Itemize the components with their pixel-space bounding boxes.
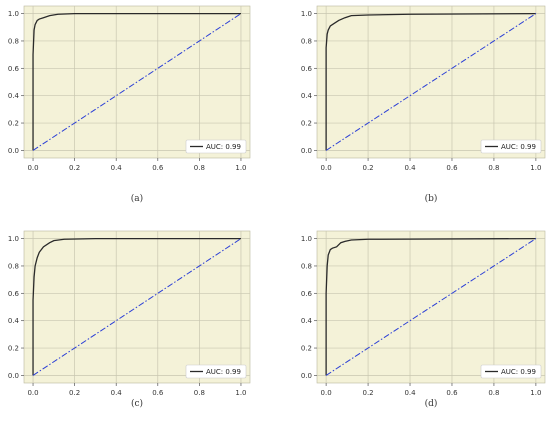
subplot-caption: (c)	[131, 398, 143, 409]
x-tick-label: 1.0	[235, 164, 246, 172]
roc-subplot: 0.0 0.2 0.4 0.6 0.8 1.0 0.0 0.2 0.4 0.6 0.8 1.0 AUC:…	[301, 230, 546, 409]
y-tick-label: 0.2	[8, 345, 19, 353]
x-tick-label: 0.8	[488, 389, 499, 397]
x-tick-label: 0.0	[321, 389, 332, 397]
x-tick-label: 0.6	[446, 164, 458, 172]
legend-box	[185, 139, 247, 154]
subplot-caption: (b)	[425, 193, 438, 204]
legend-label: AUC: 0.99	[206, 368, 241, 376]
roc-curve-line	[32, 237, 241, 376]
x-tick-label: 0.4	[404, 389, 416, 397]
x-tick-label: 0.6	[152, 164, 164, 172]
y-tick-label: 0.2	[301, 120, 312, 128]
legend-box	[185, 364, 247, 379]
y-tick-label: 0.2	[8, 120, 19, 128]
y-tick-label: 1.0	[301, 235, 312, 243]
chance-diagonal-line	[32, 238, 242, 376]
x-tick-label: 0.8	[194, 389, 205, 397]
y-tick-label: 0.4	[301, 317, 313, 325]
x-tick-label: 0.0	[27, 164, 38, 172]
x-tick-label: 0.2	[363, 164, 374, 172]
y-tick-label: 0.8	[301, 262, 312, 270]
x-tick-label: 0.2	[69, 389, 80, 397]
x-tick-label: 1.0	[530, 164, 541, 172]
legend-label: AUC: 0.99	[206, 143, 241, 151]
y-tick-label: 0.0	[301, 147, 312, 155]
legend: AUC: 0.99	[185, 364, 247, 379]
x-tick-label: 0.8	[488, 164, 499, 172]
x-tick-label: 1.0	[235, 389, 246, 397]
x-tick-label: 0.8	[194, 164, 205, 172]
roc-curve-line	[325, 237, 536, 376]
x-tick-label: 0.4	[111, 164, 123, 172]
x-tick-label: 0.0	[27, 389, 38, 397]
roc-subplot: 0.0 0.2 0.4 0.6 0.8 1.0 0.0 0.2 0.4 0.6 0.8 1.0 AUC:…	[301, 5, 546, 204]
legend: AUC: 0.99	[480, 139, 542, 154]
x-tick-label: 0.6	[152, 389, 164, 397]
chance-diagonal-line	[325, 238, 537, 376]
roc-subplot: 0.0 0.2 0.4 0.6 0.8 1.0 0.0 0.2 0.4 0.6 0.8 1.0 AUC:…	[8, 5, 251, 204]
legend-box	[480, 364, 542, 379]
legend-label: AUC: 0.99	[501, 143, 536, 151]
legend-box	[480, 139, 542, 154]
subplot-caption: (a)	[131, 193, 143, 204]
y-tick-label: 0.6	[301, 290, 313, 298]
x-tick-label: 0.6	[446, 389, 458, 397]
plot-background	[316, 5, 546, 159]
roc-curve-line	[32, 12, 241, 151]
y-tick-label: 0.6	[8, 290, 20, 298]
y-tick-label: 1.0	[301, 10, 312, 18]
x-tick-label: 0.4	[404, 164, 416, 172]
plot-background	[316, 230, 546, 384]
y-tick-label: 1.0	[8, 10, 19, 18]
x-tick-label: 0.0	[321, 164, 332, 172]
legend: AUC: 0.99	[185, 139, 247, 154]
roc-curve-line	[325, 12, 536, 151]
y-tick-label: 0.2	[301, 345, 312, 353]
y-tick-label: 1.0	[8, 235, 19, 243]
y-tick-label: 0.0	[8, 372, 19, 380]
y-tick-label: 0.8	[8, 262, 19, 270]
x-tick-label: 0.2	[69, 164, 80, 172]
y-tick-label: 0.6	[301, 65, 313, 73]
y-tick-label: 0.8	[301, 37, 312, 45]
chance-diagonal-line	[325, 13, 537, 151]
subplot-caption: (d)	[425, 398, 438, 409]
y-tick-label: 0.4	[8, 317, 20, 325]
x-tick-label: 0.4	[111, 389, 123, 397]
y-tick-label: 0.4	[301, 92, 313, 100]
roc-subplot: 0.0 0.2 0.4 0.6 0.8 1.0 0.0 0.2 0.4 0.6 0.8 1.0 AUC:…	[8, 230, 251, 409]
x-tick-label: 0.2	[363, 389, 374, 397]
legend: AUC: 0.99	[480, 364, 542, 379]
y-tick-label: 0.8	[8, 37, 19, 45]
y-tick-label: 0.0	[301, 372, 312, 380]
y-tick-label: 0.6	[8, 65, 20, 73]
chance-diagonal-line	[32, 13, 242, 151]
x-tick-label: 1.0	[530, 389, 541, 397]
y-tick-label: 0.0	[8, 147, 19, 155]
legend-label: AUC: 0.99	[501, 368, 536, 376]
y-tick-label: 0.4	[8, 92, 20, 100]
